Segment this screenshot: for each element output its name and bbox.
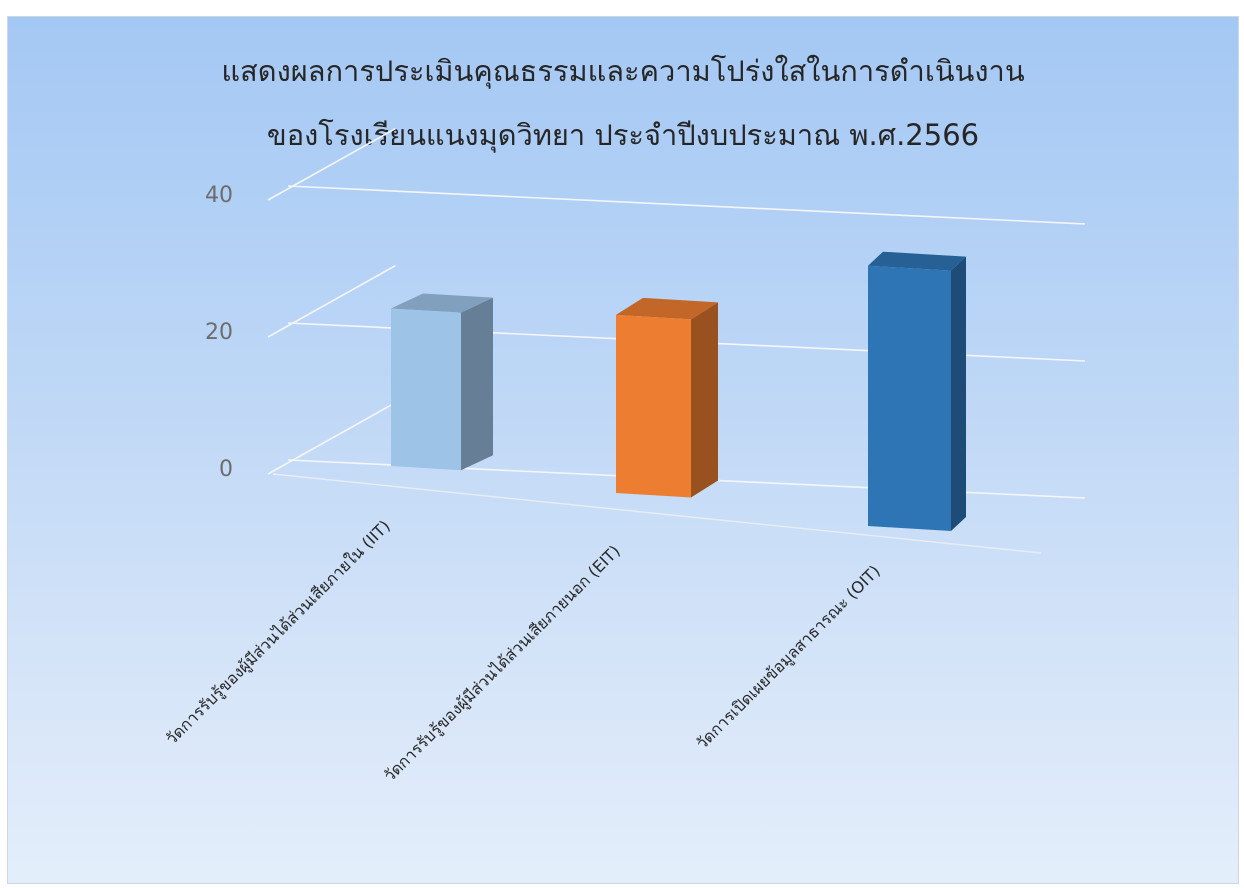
bars bbox=[391, 251, 966, 531]
gridline-side bbox=[267, 401, 396, 475]
bar-front-face bbox=[391, 308, 461, 471]
bar-front-face bbox=[616, 314, 691, 498]
bar-0 bbox=[391, 293, 493, 471]
category-label: วัดการรับรู้ของผู้มีส่วนได้ส่วนเสียภายนอ… bbox=[380, 541, 625, 786]
category-labels: วัดการรับรู้ของผู้มีส่วนได้ส่วนเสียภายใน… bbox=[162, 516, 885, 786]
bar-front-face bbox=[868, 265, 951, 531]
bar-chart: แสดงผลการประเมินคุณธรรมและความโปร่งใสในก… bbox=[162, 54, 1086, 786]
bar-side-face bbox=[951, 256, 966, 531]
category-label: วัดการรับรู้ของผู้มีส่วนได้ส่วนเสียภายใน… bbox=[162, 516, 395, 749]
bar-top-face bbox=[868, 251, 966, 271]
bar-1 bbox=[616, 297, 718, 498]
y-tick-label: 40 bbox=[205, 183, 233, 208]
gridline-side bbox=[267, 127, 396, 201]
chart-area: แสดงผลการประเมินคุณธรรมและความโปร่งใสในก… bbox=[7, 16, 1239, 884]
floor-edge bbox=[272, 473, 1042, 554]
gridline-back bbox=[287, 185, 1086, 225]
gridline-side bbox=[267, 264, 396, 338]
chart-title: แสดงผลการประเมินคุณธรรมและความโปร่งใสในก… bbox=[221, 54, 1024, 89]
bar-top-face bbox=[391, 293, 493, 313]
category-label: วัดการเปิดเผยข้อมูลสาธารณะ (OIT) bbox=[692, 561, 884, 753]
bar-side-face bbox=[461, 297, 493, 471]
y-tick-label: 0 bbox=[219, 457, 233, 482]
y-axis-ticks: 0 20 40 bbox=[205, 183, 233, 482]
chart-subtitle: ของโรงเรียนแนงมุดวิทยา ประจำปีงบประมาณ พ… bbox=[267, 118, 979, 153]
bar-2 bbox=[868, 251, 966, 531]
bar-top-face bbox=[616, 297, 718, 320]
bar-side-face bbox=[691, 302, 718, 498]
y-tick-label: 20 bbox=[205, 320, 233, 345]
